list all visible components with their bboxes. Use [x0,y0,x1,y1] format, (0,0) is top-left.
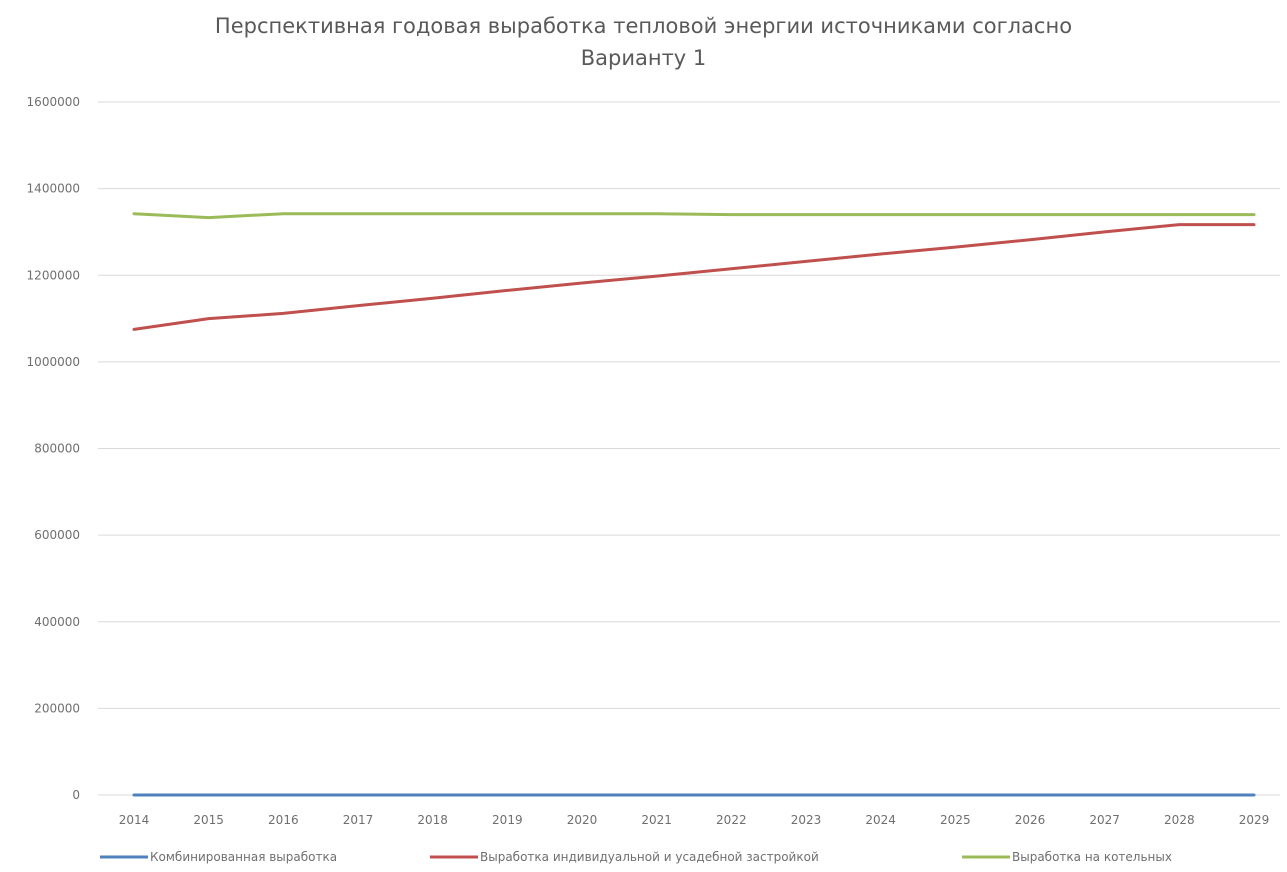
x-tick-label: 2020 [567,813,598,827]
x-tick-label: 2019 [492,813,523,827]
x-tick-label: 2017 [343,813,374,827]
series-line-3 [132,212,1256,220]
y-tick-label: 200000 [34,701,80,715]
x-axis-ticks: 2014 2015 2016 2017 2018 2019 2020 2021 2022 2023… [119,813,1270,827]
x-tick-label: 2016 [268,813,299,827]
series-line-2 [132,223,1256,331]
y-tick-label: 400000 [34,615,80,629]
x-tick-label: 2025 [940,813,971,827]
chart-title-line-2: Варианту 1 [580,46,707,70]
y-tick-label: 1200000 [27,268,80,282]
x-tick-label: 2027 [1089,813,1120,827]
x-tick-label: 2015 [193,813,224,827]
x-tick-label: 2024 [865,813,896,827]
y-tick-label: 1400000 [27,182,80,196]
gridlines [98,101,1280,796]
x-tick-label: 2026 [1015,813,1046,827]
legend-label-2: Выработка индивидуальной и усадебной зас… [480,850,819,864]
y-tick-label: 1600000 [27,95,80,109]
legend-label-1: Комбинированная выработка [150,850,337,864]
y-tick-label: 600000 [34,528,80,542]
chart-title: Перспективная годовая выработка тепловой… [0,10,1287,74]
x-tick-label: 2014 [119,813,150,827]
legend: Комбинированная выработка Выработка индив… [100,850,1172,864]
x-tick-label: 2022 [716,813,747,827]
x-tick-label: 2028 [1164,813,1195,827]
legend-label-3: Выработка на котельных [1012,850,1172,864]
x-tick-label: 2018 [417,813,448,827]
y-tick-label: 800000 [34,442,80,456]
x-tick-label: 2021 [641,813,672,827]
x-tick-label: 2023 [791,813,822,827]
y-axis-ticks: 0 200000 400000 600000 800000 1000000 1200000 1… [27,95,80,802]
chart-title-line-1: Перспективная годовая выработка тепловой… [214,14,1073,38]
series-lines [132,212,1256,797]
x-tick-label: 2029 [1239,813,1270,827]
y-tick-label: 0 [72,788,80,802]
y-tick-label: 1000000 [27,355,80,369]
